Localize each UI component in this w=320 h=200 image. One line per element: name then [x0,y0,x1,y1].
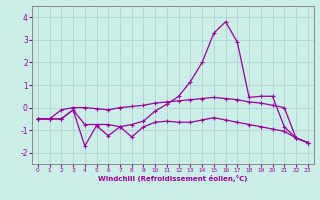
X-axis label: Windchill (Refroidissement éolien,°C): Windchill (Refroidissement éolien,°C) [98,175,247,182]
